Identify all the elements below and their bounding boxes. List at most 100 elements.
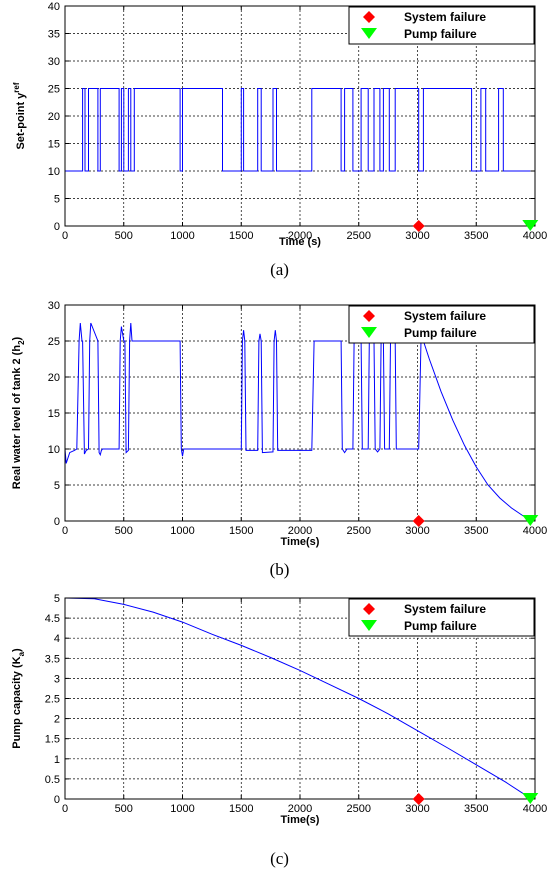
chart-panel-a: (a) 0 500 1000 1500 2000 2500 3000 3500 4000 0 5 10… [12, 1, 547, 279]
legend-box [348, 305, 535, 344]
y-tick-label: 25 [48, 336, 60, 348]
y-tick-label: 5 [54, 480, 60, 492]
y-axis-label-text: Pump capacity (K [11, 656, 23, 748]
y-axis-label-subscript: 2 [17, 340, 26, 345]
panel-caption: (c) [270, 849, 289, 868]
x-axis-label: Time (s) [279, 236, 321, 248]
legend-system-failure-icon [363, 310, 375, 322]
y-axis-label-text: Real water level of tank 2 (h [11, 345, 23, 490]
x-tick-label: 3500 [464, 230, 488, 242]
x-axis-label: Time(s) [281, 536, 320, 548]
pump-failure-marker [522, 515, 539, 526]
y-tick-label: 1 [54, 754, 60, 766]
x-tick-label: 500 [115, 803, 133, 815]
x-tick-label: 2500 [347, 230, 371, 242]
y-axis-label-subscript: a [17, 651, 26, 656]
y-tick-label: 35 [48, 29, 60, 41]
y-tick-label: 15 [48, 408, 60, 420]
y-tick-label: 15 [48, 139, 60, 151]
system-failure-marker [412, 793, 425, 805]
legend-system-failure-icon [363, 11, 375, 23]
legend-entry-label: System failure [404, 309, 486, 323]
x-tick-label: 1500 [229, 525, 253, 537]
x-tick-label: 1500 [229, 803, 253, 815]
x-tick-label: 2000 [288, 230, 312, 242]
y-axis-label: Real water level of tank 2 (h2) [11, 336, 26, 489]
legend-pump-failure-icon [361, 28, 377, 39]
y-tick-label: 25 [48, 84, 60, 96]
y-tick-label: 4 [54, 633, 60, 645]
legend-entry-label: Pump failure [404, 27, 477, 41]
y-tick-label: 10 [48, 166, 60, 178]
x-axis-label: Time(s) [281, 814, 320, 826]
x-tick-label: 1000 [170, 525, 194, 537]
legend-pump-failure-icon [361, 327, 377, 338]
legend-entry-label: System failure [404, 602, 486, 616]
y-axis-label-superscript: ref [12, 82, 21, 93]
system-failure-marker [412, 220, 425, 232]
system-failure-marker [412, 515, 425, 527]
pump-failure-marker [522, 793, 539, 804]
pump-failure-marker [522, 220, 539, 231]
y-tick-label: 3 [54, 673, 60, 685]
legend-box [348, 6, 535, 45]
x-tick-label: 500 [115, 525, 133, 537]
y-tick-label: 40 [48, 1, 60, 13]
y-tick-label: 0 [54, 221, 60, 233]
y-tick-label: 30 [48, 56, 60, 68]
x-tick-label: 0 [62, 803, 68, 815]
y-tick-label: 5 [54, 194, 60, 206]
x-tick-label: 4000 [523, 803, 547, 815]
plot-frame [64, 597, 536, 800]
x-tick-label: 1000 [170, 230, 194, 242]
x-tick-label: 2500 [347, 803, 371, 815]
x-tick-label: 1000 [170, 803, 194, 815]
chart-panel-c: (c) 0 500 1000 1500 2000 2500 3000 3500 4000 0 0.5… [11, 593, 547, 868]
panel-caption: (b) [270, 560, 290, 579]
x-tick-label: 3000 [405, 525, 429, 537]
x-tick-label: 4000 [523, 230, 547, 242]
y-tick-label: 30 [48, 300, 60, 312]
x-tick-label: 2500 [347, 525, 371, 537]
x-tick-label: 0 [62, 230, 68, 242]
x-tick-label: 3000 [405, 230, 429, 242]
legend-system-failure-icon [363, 603, 375, 615]
legend-entry-label: System failure [404, 10, 486, 24]
x-tick-label: 3500 [464, 803, 488, 815]
y-tick-label: 0 [54, 794, 60, 806]
y-tick-label: 2 [54, 714, 60, 726]
y-axis-label-end: ) [11, 336, 23, 340]
y-tick-label: 0 [54, 516, 60, 528]
x-tick-label: 3000 [405, 803, 429, 815]
y-tick-label: 3.5 [45, 653, 60, 665]
y-tick-label: 0.5 [45, 774, 60, 786]
x-tick-label: 500 [115, 230, 133, 242]
plot-frame [64, 5, 536, 227]
y-tick-label: 20 [48, 372, 60, 384]
panel-caption: (a) [270, 260, 289, 279]
y-axis-label: Set-point yref [12, 82, 27, 149]
series-line [65, 88, 531, 172]
x-tick-label: 4000 [523, 525, 547, 537]
y-tick-label: 1.5 [45, 734, 60, 746]
legend-entry-label: Pump failure [404, 326, 477, 340]
y-axis-label-text: Set-point y [15, 92, 27, 150]
chart-panel-b: (b) 0 500 1000 1500 2000 2500 3000 3500 4000 0 5 10… [11, 300, 547, 579]
y-tick-label: 10 [48, 444, 60, 456]
y-tick-label: 20 [48, 111, 60, 123]
y-tick-label: 4.5 [45, 613, 60, 625]
y-tick-label: 2.5 [45, 694, 60, 706]
legend-box [348, 598, 535, 637]
x-tick-label: 1500 [229, 230, 253, 242]
series-line [64, 322, 531, 521]
y-tick-label: 5 [54, 593, 60, 605]
legend-entry-label: Pump failure [404, 619, 477, 633]
plot-frame [64, 304, 536, 522]
x-tick-label: 3500 [464, 525, 488, 537]
y-axis-label-end: ) [11, 648, 23, 652]
legend-pump-failure-icon [361, 620, 377, 631]
y-axis-label: Pump capacity (Ka) [11, 648, 26, 749]
x-tick-label: 0 [62, 525, 68, 537]
series-line [64, 597, 531, 799]
x-tick-label: 2000 [288, 803, 312, 815]
